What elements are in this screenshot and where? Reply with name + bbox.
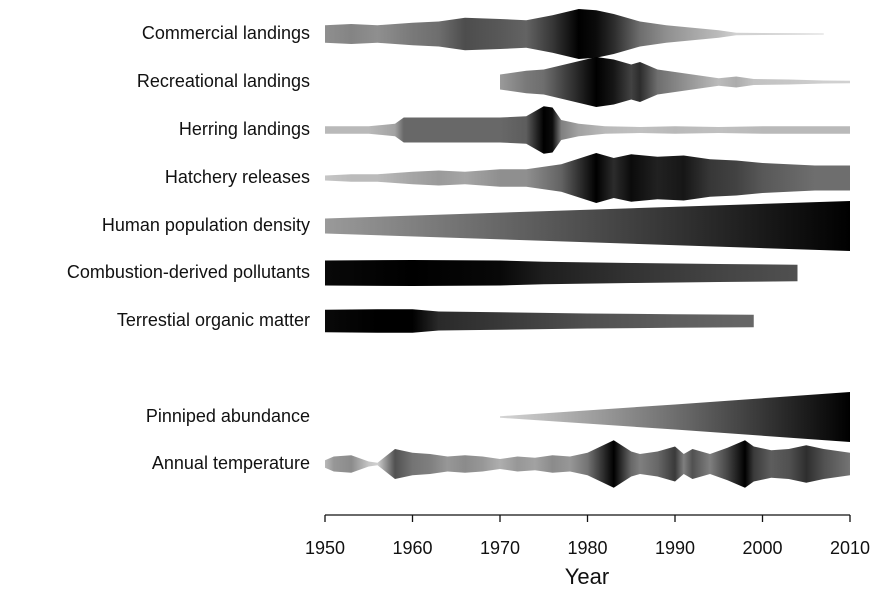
x-axis-title: Year bbox=[565, 564, 609, 589]
series-label: Commercial landings bbox=[142, 23, 310, 43]
spindle bbox=[500, 392, 850, 442]
spindle bbox=[325, 260, 798, 286]
x-tick-label: 2000 bbox=[742, 538, 782, 558]
series-label: Recreational landings bbox=[137, 71, 310, 91]
series-label: Herring landings bbox=[179, 119, 310, 139]
spindle bbox=[500, 57, 850, 107]
series-label: Annual temperature bbox=[152, 453, 310, 473]
series-label: Pinniped abundance bbox=[146, 406, 310, 426]
x-tick-label: 2010 bbox=[830, 538, 870, 558]
x-tick-label: 1990 bbox=[655, 538, 695, 558]
spindle bbox=[325, 9, 824, 59]
spindle bbox=[325, 201, 850, 251]
spindle bbox=[325, 309, 754, 333]
x-tick-label: 1950 bbox=[305, 538, 345, 558]
x-tick-label: 1960 bbox=[392, 538, 432, 558]
spindle bbox=[325, 153, 850, 203]
spindle bbox=[325, 106, 850, 154]
x-tick-label: 1980 bbox=[567, 538, 607, 558]
series-label: Terrestial organic matter bbox=[117, 310, 310, 330]
spindle bbox=[325, 440, 850, 488]
series-label: Hatchery releases bbox=[165, 167, 310, 187]
series-label: Combustion-derived pollutants bbox=[67, 262, 310, 282]
x-tick-label: 1970 bbox=[480, 538, 520, 558]
series-label: Human population density bbox=[102, 215, 310, 235]
